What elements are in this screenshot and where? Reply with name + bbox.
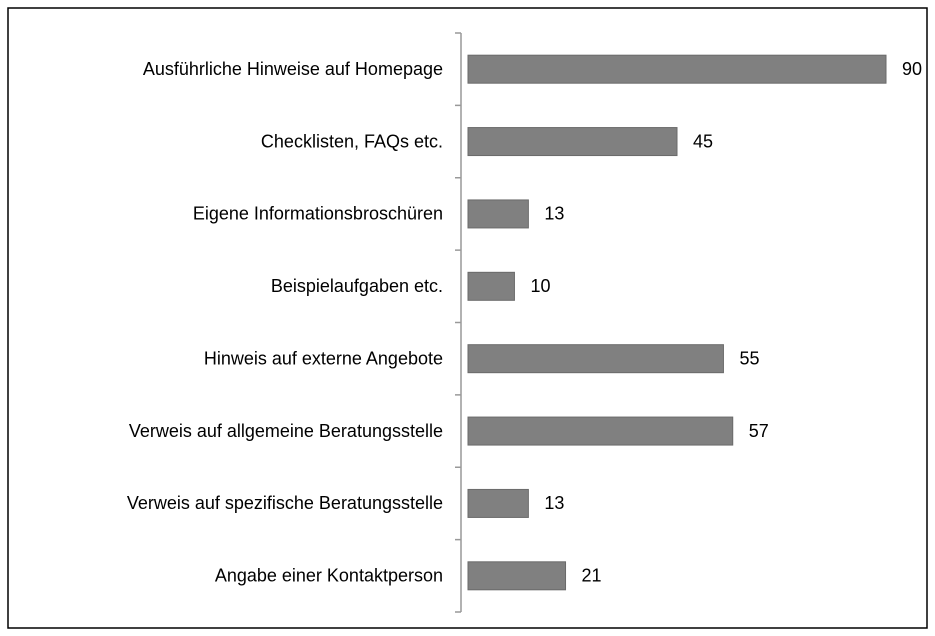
bar: [467, 416, 734, 446]
value-label: 21: [582, 566, 602, 586]
value-label: 90: [902, 59, 922, 79]
category-label: Beispielaufgaben etc.: [271, 276, 443, 296]
category-label: Verweis auf spezifische Beratungsstelle: [127, 493, 443, 513]
value-label: 13: [544, 493, 564, 513]
value-label: 45: [693, 131, 713, 151]
bar: [467, 488, 529, 518]
frame: [7, 7, 928, 629]
category-label: Ausführliche Hinweise auf Homepage: [143, 59, 443, 79]
category-label: Angabe einer Kontaktperson: [215, 566, 443, 586]
bar: [467, 344, 724, 374]
category-label: Checklisten, FAQs etc.: [261, 131, 443, 151]
bar: [467, 54, 887, 84]
bar: [467, 271, 515, 301]
category-label: Verweis auf allgemeine Beratungsstelle: [129, 421, 443, 441]
value-label: 55: [739, 348, 759, 368]
value-label: 57: [749, 421, 769, 441]
value-label: 13: [544, 204, 564, 224]
bar: [467, 561, 567, 591]
bar: [467, 199, 529, 229]
category-label: Hinweis auf externe Angebote: [204, 348, 443, 368]
bar: [467, 127, 678, 157]
category-label: Eigene Informationsbroschüren: [193, 204, 443, 224]
value-label: 10: [530, 276, 550, 296]
